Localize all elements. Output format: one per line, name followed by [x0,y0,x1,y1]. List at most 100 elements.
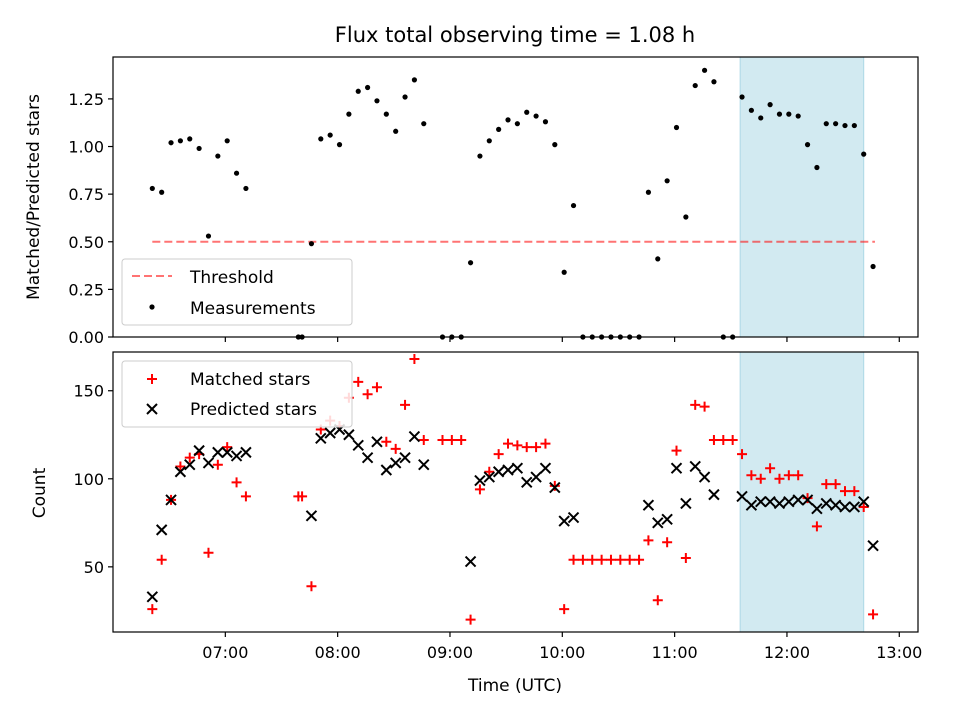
matched-star-point [297,491,308,502]
top-panel: 0.00 0.25 0.50 0.75 1.00 1.25 Threshold Measure… [68,56,919,347]
measurement-point [748,107,754,113]
measurement-point [514,121,520,127]
matched-star-point [662,537,673,548]
predicted-star-point [530,471,542,483]
top-y-tick-label: 0.50 [68,233,104,252]
predicted-star-point [361,451,374,464]
measurement-point [187,136,193,142]
matched-star-point [793,470,804,481]
predicted-star-point [867,540,879,552]
matched-star-point [222,442,233,453]
x-tick-label: 12:00 [764,643,810,662]
matched-star-point [362,389,373,400]
measurement-point [711,79,717,85]
predicted-star-point [165,494,177,506]
measurement-point [149,185,155,192]
matched-star-point [605,554,616,565]
predicted-star-point [549,481,561,494]
matched-star-point [596,554,607,565]
measurement-point [561,269,567,275]
matched-star-point [783,470,794,481]
predicted-star-point [221,446,233,459]
matched-star-point [484,466,495,477]
measurement-point [505,117,511,123]
matched-star-point [708,435,719,446]
x-tick-label: 10:00 [539,643,585,662]
predicted-star-point [670,462,683,474]
predicted-star-point [642,499,655,511]
matched-star-point [765,463,776,474]
x-tick-label: 07:00 [202,643,248,662]
matched-star-point [474,484,485,495]
measurement-point [552,142,558,148]
matched-star-point [811,521,822,532]
measurement-point [365,84,371,91]
measurement-point [168,140,174,146]
bottom-axes-frame [112,351,919,633]
measurement-point [308,241,315,247]
matched-star-point [568,554,579,565]
measurement-point [833,121,839,127]
predicted-star-point [539,462,552,474]
predicted-star-point [230,450,243,462]
matched-star-point [231,477,242,488]
predicted-star-point [820,497,832,510]
matched-star-point [680,553,691,564]
matched-star-point [409,354,420,365]
top-legend: Threshold Measurements [121,258,353,326]
predicted-star-point [558,515,570,527]
measurement-point [159,189,165,195]
top-y-axis-label: Matched/Predicted stars [24,94,44,300]
measurement-point [542,119,549,125]
measurement-point [215,153,221,159]
predicted-star-point [202,457,215,469]
measurement-point [692,82,698,89]
matched-star-point [381,436,392,447]
measurement-point [467,260,474,266]
matched-star-point [774,473,785,484]
matched-star-point [531,442,542,453]
matched-star-point [465,614,476,625]
predicted-star-point [567,511,580,524]
matched-star-point [690,399,701,410]
matched-legend-swatch [147,374,157,384]
x-axis-label: Time (UTC) [467,676,562,696]
measurement-point [795,113,801,119]
measurement-point [477,153,483,159]
predicted-star-point [174,466,187,478]
measurement-point [496,126,502,132]
x-tick-label: 13:00 [876,643,922,662]
measurement-point [233,170,240,176]
predicted-star-point [661,513,673,526]
measurement-point [645,189,652,195]
predicted-star-point [839,501,851,513]
predicted-star-point [343,429,355,441]
matched-legend-label: Matched stars [190,370,310,390]
matched-star-point [512,440,523,451]
predicted-legend-label: Predicted stars [190,400,317,420]
measurement-point [786,111,792,117]
matched-star-point [540,438,551,449]
measurement-point [374,98,380,104]
matched-star-point [802,493,813,504]
predicted-star-point [315,432,327,444]
matched-star-point [521,442,532,453]
top-y-tick-label: 0.75 [68,185,104,204]
measurement-point [851,122,857,129]
measurement-point [393,128,399,134]
predicted-star-point [652,517,664,529]
predicted-star-point [511,462,524,474]
matched-star-point [240,491,251,502]
measurement-point [383,111,389,117]
matched-star-point [549,480,560,491]
predicted-legend-swatch [146,403,158,415]
predicted-star-point [305,510,318,522]
predicted-star-point [352,439,364,452]
predicted-star-point [483,471,495,483]
measurements-legend-label: Measurements [190,299,316,319]
measurement-point [758,115,764,121]
measurement-point [336,142,343,148]
bottom-panel: 50 100 150 07:00 08:00 09:00 10:00 11:00 12:00 13… [73,351,922,662]
bottom-y-tick-label: 100 [73,470,104,489]
bottom-legend-box [121,360,353,428]
